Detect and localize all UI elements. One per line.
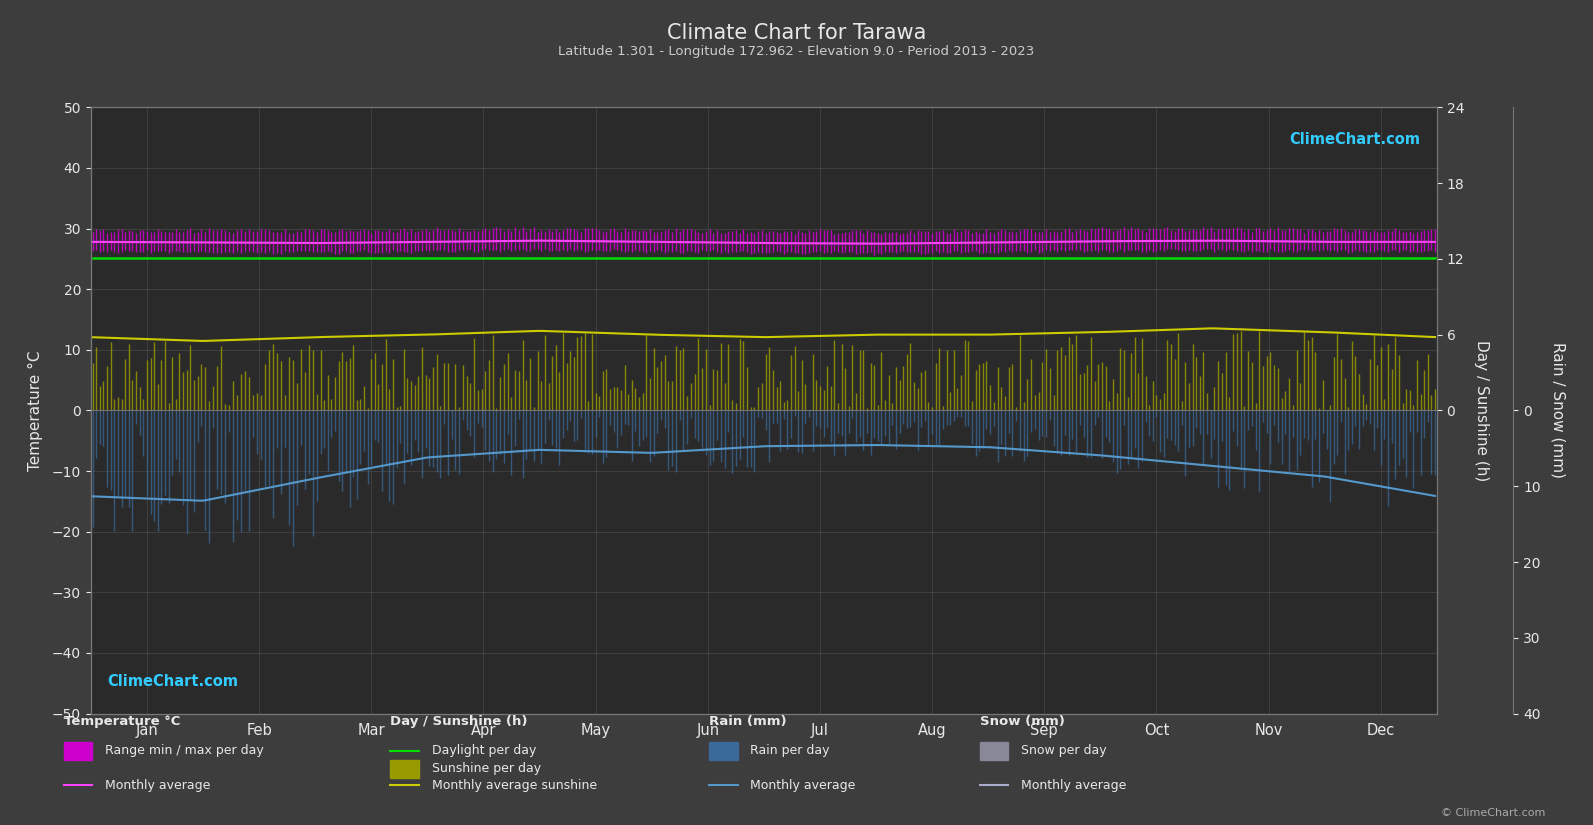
Text: ClimeChart.com: ClimeChart.com <box>108 674 239 690</box>
Text: © ClimeChart.com: © ClimeChart.com <box>1440 808 1545 818</box>
Text: Range min / max per day: Range min / max per day <box>105 744 264 757</box>
Text: Temperature °C: Temperature °C <box>64 714 180 728</box>
Text: Sunshine per day: Sunshine per day <box>432 762 542 776</box>
Text: Snow (mm): Snow (mm) <box>980 714 1064 728</box>
Text: Monthly average: Monthly average <box>750 779 855 792</box>
Text: Daylight per day: Daylight per day <box>432 744 537 757</box>
Text: Monthly average: Monthly average <box>1021 779 1126 792</box>
Y-axis label: Rain / Snow (mm): Rain / Snow (mm) <box>1550 342 1566 478</box>
Text: Rain (mm): Rain (mm) <box>709 714 787 728</box>
Text: Snow per day: Snow per day <box>1021 744 1107 757</box>
Text: Day / Sunshine (h): Day / Sunshine (h) <box>390 714 527 728</box>
Text: ClimeChart.com: ClimeChart.com <box>1289 131 1419 147</box>
Y-axis label: Day / Sunshine (h): Day / Sunshine (h) <box>1475 340 1489 481</box>
Text: Latitude 1.301 - Longitude 172.962 - Elevation 9.0 - Period 2013 - 2023: Latitude 1.301 - Longitude 172.962 - Ele… <box>559 45 1034 59</box>
Text: Climate Chart for Tarawa: Climate Chart for Tarawa <box>667 23 926 43</box>
Text: Monthly average: Monthly average <box>105 779 210 792</box>
Text: Rain per day: Rain per day <box>750 744 830 757</box>
Y-axis label: Temperature °C: Temperature °C <box>29 350 43 471</box>
Text: Monthly average sunshine: Monthly average sunshine <box>432 779 597 792</box>
